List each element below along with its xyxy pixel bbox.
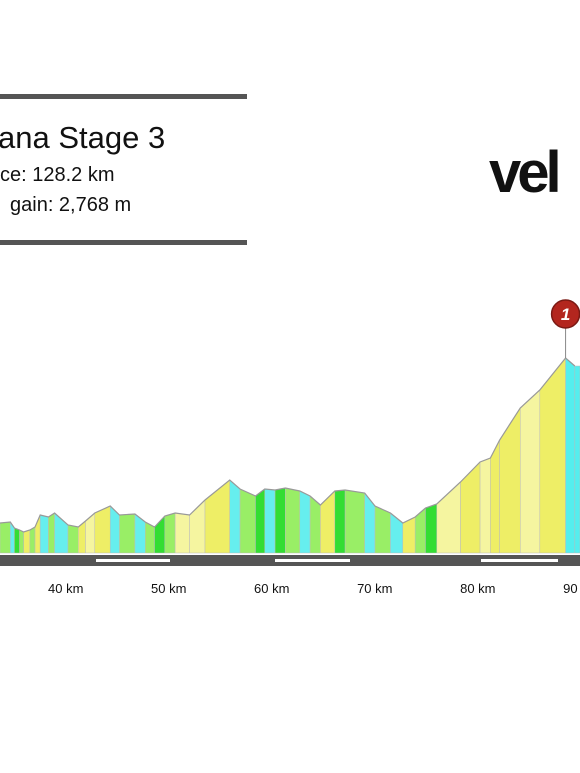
x-tick-label: 80 km bbox=[460, 581, 495, 596]
profile-segment bbox=[374, 505, 391, 554]
header-rule bbox=[0, 94, 247, 99]
header-rule bbox=[0, 240, 247, 245]
profile-outline bbox=[0, 357, 576, 533]
stage-title: ana Stage 3 bbox=[0, 120, 165, 155]
profile-segment bbox=[565, 357, 576, 554]
profile-segment bbox=[539, 357, 566, 554]
profile-segment bbox=[164, 512, 176, 554]
profile-segment bbox=[48, 512, 55, 554]
x-tick-label: 50 km bbox=[151, 581, 186, 596]
profile-segment bbox=[67, 524, 79, 554]
x-tick-label: 60 km bbox=[254, 581, 289, 596]
profile-segment bbox=[255, 488, 266, 554]
profile-segment bbox=[274, 487, 286, 554]
x-tick-label: 90 bbox=[563, 581, 577, 596]
profile-segment bbox=[239, 488, 256, 554]
profile-segment bbox=[174, 512, 190, 554]
profile-segment bbox=[29, 526, 36, 554]
profile-segment bbox=[364, 492, 376, 554]
x-tick-label: 70 km bbox=[357, 581, 392, 596]
logo: vel bbox=[489, 140, 559, 205]
profile-segment bbox=[19, 529, 24, 554]
profile-segment bbox=[285, 487, 301, 554]
plot: 40 km 50 km 60 km 70 km 80 km 90 1 bbox=[0, 299, 580, 596]
distance: ce: 128.2 km bbox=[0, 164, 115, 186]
profile-segment bbox=[299, 490, 311, 554]
profile-segment bbox=[264, 488, 276, 554]
profile-segment bbox=[414, 507, 426, 554]
profile-segment bbox=[39, 514, 49, 554]
profile-segment bbox=[490, 439, 500, 554]
profile-segment bbox=[119, 513, 136, 554]
profile-segment bbox=[390, 512, 404, 554]
profile-segment bbox=[0, 521, 11, 554]
profile-segment bbox=[425, 503, 438, 554]
profile-segment bbox=[204, 479, 230, 554]
profile-segment bbox=[344, 489, 365, 554]
profile-segment bbox=[460, 461, 481, 554]
profile-segment bbox=[14, 527, 20, 554]
profile-segment bbox=[320, 490, 336, 554]
climb-marker-label: 1 bbox=[561, 305, 570, 324]
profile-segment bbox=[23, 529, 31, 554]
profile-segment bbox=[519, 389, 541, 554]
profile-segment bbox=[574, 365, 580, 554]
x-tick-label: 40 km bbox=[48, 581, 83, 596]
profile-segment bbox=[94, 505, 111, 554]
profile-segment bbox=[309, 495, 321, 554]
profile-segment bbox=[134, 513, 146, 554]
profile-segment bbox=[85, 512, 96, 554]
profile-segment bbox=[479, 457, 491, 554]
profile-segment bbox=[229, 479, 241, 554]
profile-segment bbox=[334, 489, 346, 554]
elevation-gain: gain: 2,768 m bbox=[10, 194, 131, 216]
profile-segment bbox=[499, 407, 521, 554]
